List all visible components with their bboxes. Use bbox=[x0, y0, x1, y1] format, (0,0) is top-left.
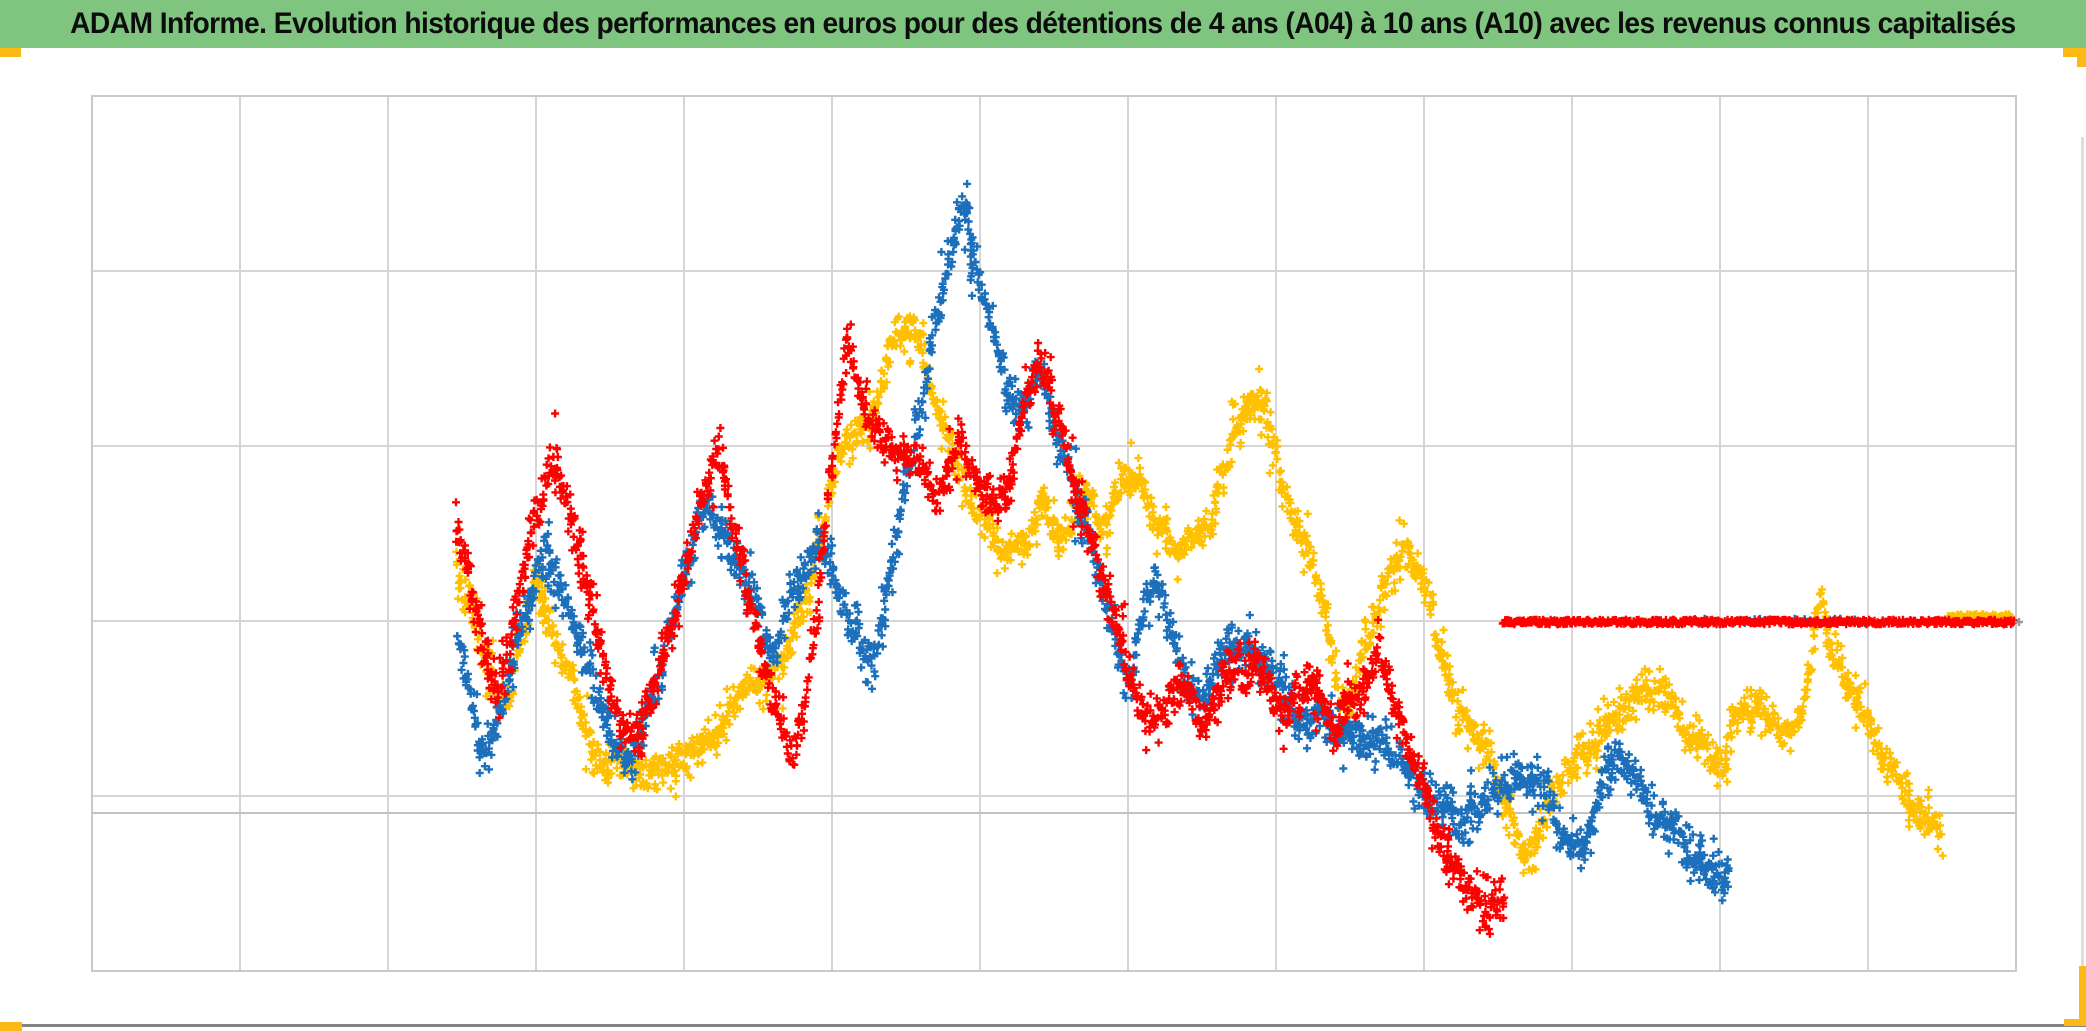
chart-title: ADAM Informe. Evolution historique des p… bbox=[70, 7, 2016, 40]
corner-accent-top-left bbox=[0, 48, 21, 57]
plot-border bbox=[91, 95, 2017, 972]
series-red-points bbox=[452, 320, 1509, 938]
corner-accent-bottom-right bbox=[2064, 1019, 2086, 1026]
series-end-marker bbox=[2015, 618, 2023, 626]
corner-accent-top-right-v bbox=[2077, 48, 2086, 67]
corner-accent-bottom-right-v bbox=[2079, 966, 2086, 1026]
corner-accent-bottom-left bbox=[0, 1022, 22, 1031]
flat-segment-red-locked bbox=[1498, 615, 2018, 629]
corner-accent-top-right bbox=[2063, 48, 2086, 57]
chart-title-bar: ADAM Informe. Evolution historique des p… bbox=[0, 0, 2086, 48]
